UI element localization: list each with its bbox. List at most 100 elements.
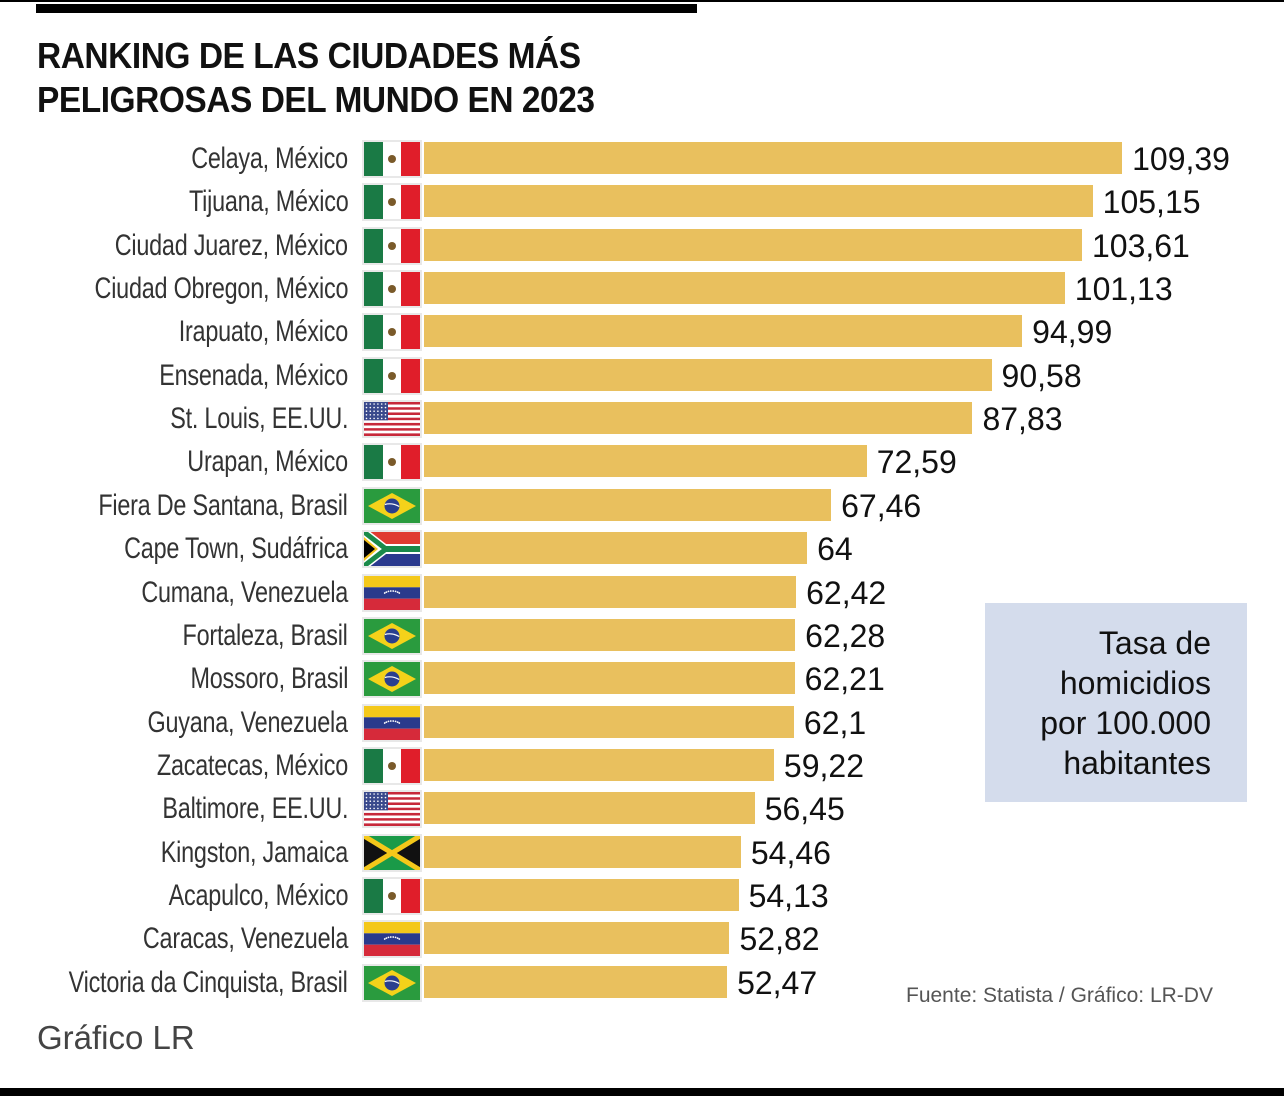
- bar: [424, 315, 1023, 348]
- value-label: 62,28: [805, 617, 886, 654]
- chart-title: RANKING DE LAS CIUDADES MÁS PELIGROSAS D…: [37, 34, 595, 122]
- legend-line-2: homicidios: [1059, 665, 1211, 701]
- title-line-1: RANKING DE LAS CIUDADES MÁS: [37, 35, 581, 76]
- category-label: St. Louis, EE.UU.: [169, 402, 348, 436]
- value-label: 62,21: [804, 661, 885, 698]
- value-label: 54,13: [748, 877, 829, 914]
- bar: [424, 835, 741, 868]
- value-label: 52,82: [739, 921, 820, 958]
- brazil-flag-icon: [364, 965, 420, 1000]
- category-label: Fortaleza, Brasil: [182, 618, 348, 652]
- value-label: 103,61: [1091, 227, 1190, 264]
- header-bar: [36, 4, 697, 13]
- bar-row: Fortaleza, Brasil 62,28: [0, 616, 1284, 656]
- bar-row: Fiera De Santana, Brasil 67,46: [0, 486, 1284, 526]
- value-label: 109,39: [1132, 141, 1230, 177]
- credit-label: Gráfico LR: [37, 1019, 195, 1056]
- category-label: Celaya, México: [191, 142, 348, 175]
- legend-box: Tasa de homicidios por 100.000 habitante…: [985, 603, 1247, 802]
- value-label: 64: [817, 531, 853, 568]
- bar-row: Irapuato, México 94,99: [0, 312, 1284, 352]
- venezuela-flag-icon: [364, 922, 420, 957]
- jamaica-flag-icon: [364, 835, 420, 870]
- category-label: Ciudad Juarez, México: [114, 228, 348, 262]
- mexico-flag-icon: [364, 445, 420, 480]
- category-label: Baltimore, EE.UU.: [162, 792, 348, 826]
- value-label: 52,47: [737, 964, 818, 1001]
- value-label: 105,15: [1102, 184, 1201, 221]
- value-label: 54,46: [750, 834, 831, 871]
- legend-line-4: habitantes: [1063, 745, 1211, 781]
- bar-row: Zacatecas, México 59,22: [0, 746, 1284, 786]
- footer-bar: [0, 1088, 1284, 1096]
- mexico-flag-icon: [364, 358, 420, 393]
- bar-row: Ciudad Obregon, México 101,13: [0, 269, 1284, 309]
- bar-row: Mossoro, Brasil 62,21: [0, 659, 1284, 699]
- venezuela-flag-icon: [364, 575, 420, 610]
- brazil-flag-icon: [364, 662, 420, 697]
- source-note: Fuente: Statista / Gráfico: LR-DV: [906, 984, 1213, 1007]
- category-label: Zacatecas, México: [156, 748, 348, 782]
- value-label: 62,42: [806, 574, 887, 611]
- mexico-flag-icon: [364, 272, 420, 307]
- value-label: 87,83: [982, 401, 1063, 438]
- bar: [424, 618, 796, 651]
- bar: [424, 532, 808, 565]
- value-label: 59,22: [783, 747, 864, 784]
- value-label: 62,1: [803, 704, 867, 741]
- category-label: Ciudad Obregon, México: [94, 272, 348, 306]
- bar: [424, 445, 867, 478]
- bar-row: Cape Town, Sudáfrica 64: [0, 529, 1284, 569]
- bar-row: Kingston, Jamaica 54,46: [0, 833, 1284, 873]
- category-label: Kingston, Jamaica: [160, 835, 348, 869]
- value-label: 94,99: [1032, 314, 1113, 351]
- mexico-flag-icon: [364, 315, 420, 350]
- bar-row: Cumana, Venezuela 62,42: [0, 573, 1284, 613]
- value-label: 101,13: [1074, 271, 1173, 308]
- bar-row: Baltimore, EE.UU. 56,45: [0, 789, 1284, 829]
- bar: [424, 662, 795, 695]
- bar: [424, 878, 739, 911]
- bar: [424, 272, 1065, 305]
- bar-row: Acapulco, México 54,13: [0, 876, 1284, 916]
- bar-row: Celaya, México 109,39: [0, 139, 1284, 179]
- bar: [424, 922, 730, 955]
- usa-flag-icon: [364, 402, 420, 437]
- south-africa-flag-icon: [364, 532, 420, 567]
- mexico-flag-icon: [364, 878, 420, 913]
- category-label: Fiera De Santana, Brasil: [98, 488, 349, 522]
- category-label: Caracas, Venezuela: [142, 922, 348, 956]
- value-label: 90,58: [1001, 357, 1082, 394]
- category-label: Urapan, México: [187, 445, 348, 479]
- bar-row: St. Louis, EE.UU. 87,83: [0, 399, 1284, 439]
- bar-row: Guyana, Venezuela 62,1: [0, 703, 1284, 743]
- bar: [424, 705, 794, 738]
- bar: [424, 488, 832, 521]
- category-label: Guyana, Venezuela: [147, 705, 349, 739]
- legend-text: Tasa de homicidios por 100.000 habitante…: [1040, 623, 1211, 783]
- bar: [424, 748, 774, 781]
- bar: [424, 575, 797, 608]
- title-line-2: PELIGROSAS DEL MUNDO EN 2023: [37, 79, 595, 120]
- value-label: 56,45: [764, 791, 845, 828]
- value-label: 72,59: [876, 444, 957, 481]
- category-label: Victoria da Cinquista, Brasil: [69, 965, 348, 999]
- mexico-flag-icon: [364, 142, 420, 176]
- bar-row: Victoria da Cinquista, Brasil 52,47: [0, 963, 1284, 1003]
- value-label: 67,46: [841, 487, 922, 524]
- brazil-flag-icon: [364, 488, 420, 523]
- bar: [424, 142, 1123, 174]
- bar-row: Ciudad Juarez, México 103,61: [0, 226, 1284, 266]
- bar: [424, 358, 992, 391]
- bar-row: Ensenada, México 90,58: [0, 356, 1284, 396]
- brazil-flag-icon: [364, 618, 420, 653]
- bar: [424, 402, 973, 435]
- bar: [424, 965, 728, 998]
- bar: [424, 792, 755, 825]
- category-label: Tijuana, México: [188, 185, 349, 219]
- category-label: Acapulco, México: [168, 878, 348, 912]
- bar: [424, 228, 1082, 261]
- legend-line-3: por 100.000: [1040, 705, 1211, 741]
- bar: [424, 185, 1093, 218]
- category-label: Irapuato, México: [178, 315, 348, 349]
